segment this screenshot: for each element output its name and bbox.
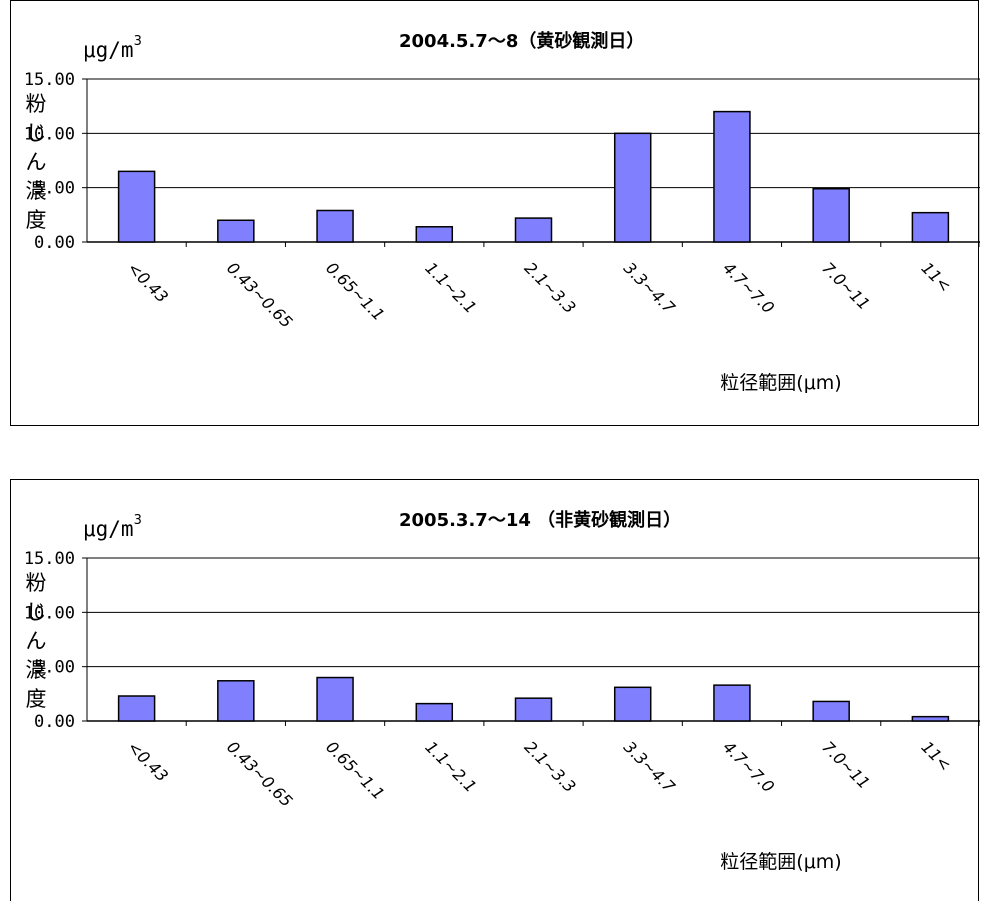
- x-category-label: 11<: [918, 258, 955, 295]
- chart-panel-1: μg/m3 2004.5.7～8（黄砂観測日） 粉じん濃度 15.00 10.00 5.0…: [10, 0, 980, 426]
- bar-0: [117, 695, 156, 722]
- bar-4: [514, 217, 553, 243]
- unit-label-main: μg/m: [83, 38, 134, 62]
- bar-3: [415, 226, 454, 243]
- x-category-label: 3.3~4.7: [620, 258, 679, 317]
- unit-label-superscript: 3: [134, 34, 142, 49]
- x-category-label: 1.1~2.1: [421, 737, 480, 796]
- x-category-label: 0.65~1.1: [322, 258, 388, 324]
- x-category-label: 7.0~11: [818, 258, 873, 313]
- y-axis-label: 粉じん濃度: [26, 92, 47, 232]
- bar-8: [911, 211, 950, 243]
- chart-panel-2: μg/m3 2005.3.7～14 （非黄砂観測日） 粉じん濃度 15.00 10.00…: [10, 479, 980, 901]
- x-category-label: 1.1~2.1: [421, 258, 480, 317]
- chart-title: 2004.5.7～8（黄砂観測日）: [399, 30, 644, 52]
- y-tick-label: 5.00: [34, 179, 75, 199]
- x-category-label: 3.3~4.7: [620, 737, 679, 796]
- x-category-label: 4.7~7.0: [719, 258, 778, 317]
- y-tick-label: 0.00: [34, 233, 75, 253]
- bar-6: [713, 684, 751, 722]
- y-tick-label: 5.00: [34, 658, 75, 678]
- bar-0: [117, 170, 156, 243]
- y-axis-label: 粉じん濃度: [26, 571, 47, 711]
- y-tick-label: 15.00: [24, 70, 75, 90]
- x-axis-label: 粒径範囲(μm): [720, 851, 841, 873]
- bar-3: [415, 702, 454, 722]
- bar-5: [613, 686, 652, 722]
- x-category-label: <0.43: [124, 258, 172, 306]
- y-tick-label: 10.00: [24, 603, 75, 623]
- bar-1: [217, 680, 255, 722]
- unit-label: μg/m3: [83, 34, 142, 62]
- bar-8: [911, 715, 950, 722]
- x-category-label: 11<: [918, 737, 955, 774]
- x-category-label: 7.0~11: [818, 737, 873, 792]
- unit-label-main: μg/m: [83, 517, 134, 541]
- bar-1: [217, 219, 255, 243]
- bar-6: [713, 110, 751, 243]
- bar-5: [613, 132, 652, 243]
- x-axis-label: 粒径範囲(μm): [720, 372, 841, 394]
- bar-4: [514, 697, 553, 722]
- x-category-label: 0.43~0.65: [223, 737, 296, 810]
- x-category-label: 0.65~1.1: [322, 737, 388, 803]
- bar-2: [316, 209, 354, 243]
- unit-label: μg/m3: [83, 513, 142, 541]
- y-tick-label: 0.00: [34, 712, 75, 732]
- unit-label-superscript: 3: [134, 513, 142, 528]
- x-category-label: <0.43: [124, 737, 172, 785]
- x-category-label: 2.1~3.3: [521, 258, 580, 317]
- y-tick-label: 15.00: [24, 549, 75, 569]
- chart-title: 2005.3.7～14 （非黄砂観測日）: [399, 509, 681, 531]
- y-tick-label: 10.00: [24, 124, 75, 144]
- bar-2: [316, 676, 354, 722]
- x-category-label: 2.1~3.3: [521, 737, 580, 796]
- bar-7: [812, 700, 850, 722]
- x-category-label: 0.43~0.65: [223, 258, 296, 331]
- x-category-label: 4.7~7.0: [719, 737, 778, 796]
- bar-7: [812, 188, 850, 243]
